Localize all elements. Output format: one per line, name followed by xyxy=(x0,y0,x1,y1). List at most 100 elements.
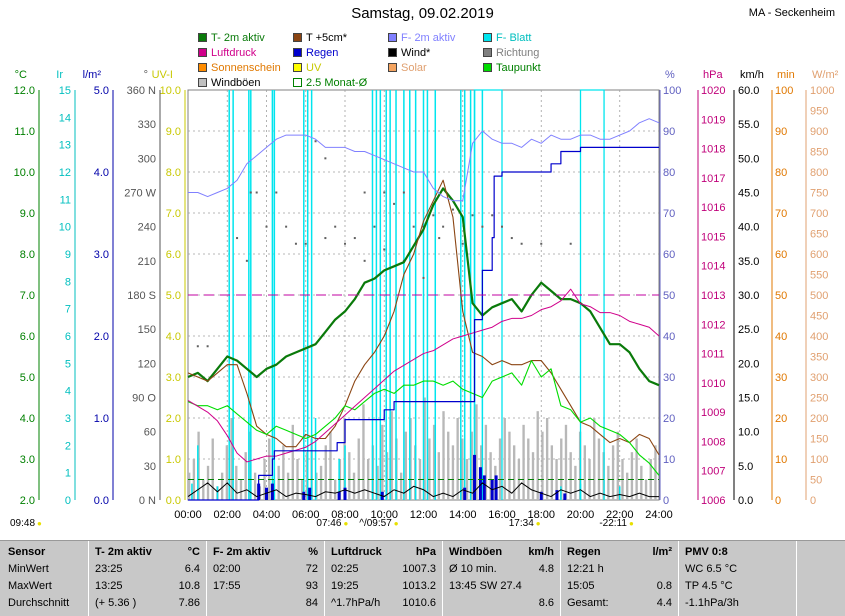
summary-label-avg: Durchschnitt xyxy=(8,597,70,609)
gust-bar xyxy=(334,479,337,500)
axis-tick-ir: 8 xyxy=(65,276,71,288)
legend-label: Taupunkt xyxy=(496,62,541,74)
gust-bar xyxy=(503,418,506,500)
axis-tick-solar: 950 xyxy=(810,106,828,118)
gust-bar xyxy=(447,431,450,500)
axis-tick-hum: 20 xyxy=(663,413,675,425)
axis-tick-wind: 5.0 xyxy=(738,461,753,473)
gust-bar xyxy=(225,445,229,500)
direction-dot xyxy=(471,214,474,217)
x-tick-label: 22:00 xyxy=(606,509,634,521)
gust-bar xyxy=(640,465,643,500)
axis-tick-dir: 270 W xyxy=(124,188,156,200)
x-tick-label: 16:00 xyxy=(488,509,516,521)
gust-bar xyxy=(512,445,516,500)
gust-bar xyxy=(428,438,431,500)
legend-item: Wind* xyxy=(388,46,483,61)
direction-dot xyxy=(422,276,425,279)
axis-tick-min: 60 xyxy=(775,249,787,261)
axis-tick-dir: 240 xyxy=(138,222,156,234)
axis-tick-pres: 1007 xyxy=(701,466,725,478)
legend-swatch xyxy=(293,78,302,87)
gust-bar xyxy=(607,465,610,500)
gust-bar xyxy=(654,445,657,500)
rain-total-label: Gesamt: xyxy=(567,597,609,609)
direction-dot xyxy=(510,237,513,240)
legend-swatch xyxy=(388,33,397,42)
x-tick-label: 08:00 xyxy=(331,509,359,521)
x-tick-label: 04:00 xyxy=(253,509,281,521)
axis-tick-ir: 4 xyxy=(65,386,71,398)
gust-bar xyxy=(296,459,299,500)
gust-bar xyxy=(211,438,214,500)
summary-t2m-header: T- 2m aktiv xyxy=(95,546,152,558)
sun-marker-icon: ● xyxy=(37,519,42,528)
gust-bar xyxy=(305,452,309,500)
axis-tick-temp: 8.0 xyxy=(20,249,35,261)
t2m-min-time: 23:25 xyxy=(95,563,123,575)
axis-tick-ir: 10 xyxy=(59,222,71,234)
direction-dot xyxy=(363,259,366,262)
axis-tick-ir: 11 xyxy=(60,194,71,206)
axis-tick-ir: 9 xyxy=(65,249,71,261)
axis-unit-rain: l/m² xyxy=(83,69,102,81)
gust-bar xyxy=(522,424,525,500)
chart-title: Samstag, 09.02.2019 xyxy=(351,5,494,22)
gust-bar xyxy=(442,411,445,500)
gust-bar xyxy=(381,424,384,500)
axis-tick-wind: 60.0 xyxy=(738,85,759,97)
axis-tick-uv: 2.0 xyxy=(166,413,181,425)
axis-tick-wind: 35.0 xyxy=(738,256,759,268)
axis-tick-hum: 100 xyxy=(663,85,681,97)
axis-tick-solar: 350 xyxy=(810,352,828,364)
t2m-max-time: 13:25 xyxy=(95,580,123,592)
gust-bar xyxy=(291,424,294,500)
axis-unit-uv: UV-I xyxy=(152,69,173,81)
axis-tick-pres: 1010 xyxy=(701,378,725,390)
axis-tick-dir: 0 N xyxy=(139,495,156,507)
gust-bar xyxy=(498,438,502,500)
axis-tick-pres: 1015 xyxy=(701,231,725,243)
axis-tick-solar: 50 xyxy=(810,475,822,487)
gust-bar xyxy=(286,472,290,500)
axis-tick-temp: 4.0 xyxy=(20,413,35,425)
axis-tick-ir: 15 xyxy=(59,85,71,97)
gust-bar xyxy=(263,459,266,500)
direction-dot xyxy=(393,202,396,205)
gust-bar xyxy=(475,404,478,500)
x-tick-label: 18:00 xyxy=(527,509,555,521)
gust-bar xyxy=(399,472,403,500)
direction-dot xyxy=(383,191,386,194)
axis-tick-ir: 5 xyxy=(65,358,71,370)
direction-dot xyxy=(206,345,209,348)
rain-bar xyxy=(494,475,498,500)
direction-dot xyxy=(344,242,346,245)
direction-dot xyxy=(481,225,484,228)
gust-bar xyxy=(239,479,243,500)
pmv-dewpoint: TP 4.5 °C xyxy=(685,580,733,592)
axis-tick-uv: 4.0 xyxy=(166,331,181,343)
legend-item: 2.5 Monat-Ø xyxy=(293,76,388,91)
axis-unit-solar: W/m² xyxy=(812,69,839,81)
legend-item: T- 2m aktiv xyxy=(198,31,293,46)
legend-swatch xyxy=(198,48,207,57)
axis-tick-dir: 90 O xyxy=(132,393,156,405)
summary-sensor-header: Sensor xyxy=(8,546,46,558)
gust-max-time: 13:45 SW 27.4 xyxy=(449,580,522,592)
rain-bar xyxy=(482,475,486,500)
axis-tick-ir: 14 xyxy=(59,112,71,124)
gust-bar xyxy=(644,479,648,500)
direction-dot xyxy=(491,214,494,217)
axis-tick-temp: 10.0 xyxy=(14,167,35,179)
axis-tick-wind: 40.0 xyxy=(738,222,759,234)
gust-bar xyxy=(315,472,318,500)
axis-tick-wind: 30.0 xyxy=(738,290,759,302)
direction-dot xyxy=(402,191,405,194)
sun-marker-icon: ● xyxy=(393,519,399,528)
legend-item: F- 2m aktiv xyxy=(388,31,483,46)
wind-line xyxy=(187,482,659,498)
direction-dot xyxy=(442,225,445,228)
direction-dot xyxy=(314,140,317,143)
axis-tick-temp: 2.0 xyxy=(20,495,35,507)
gust-bar xyxy=(560,438,563,500)
